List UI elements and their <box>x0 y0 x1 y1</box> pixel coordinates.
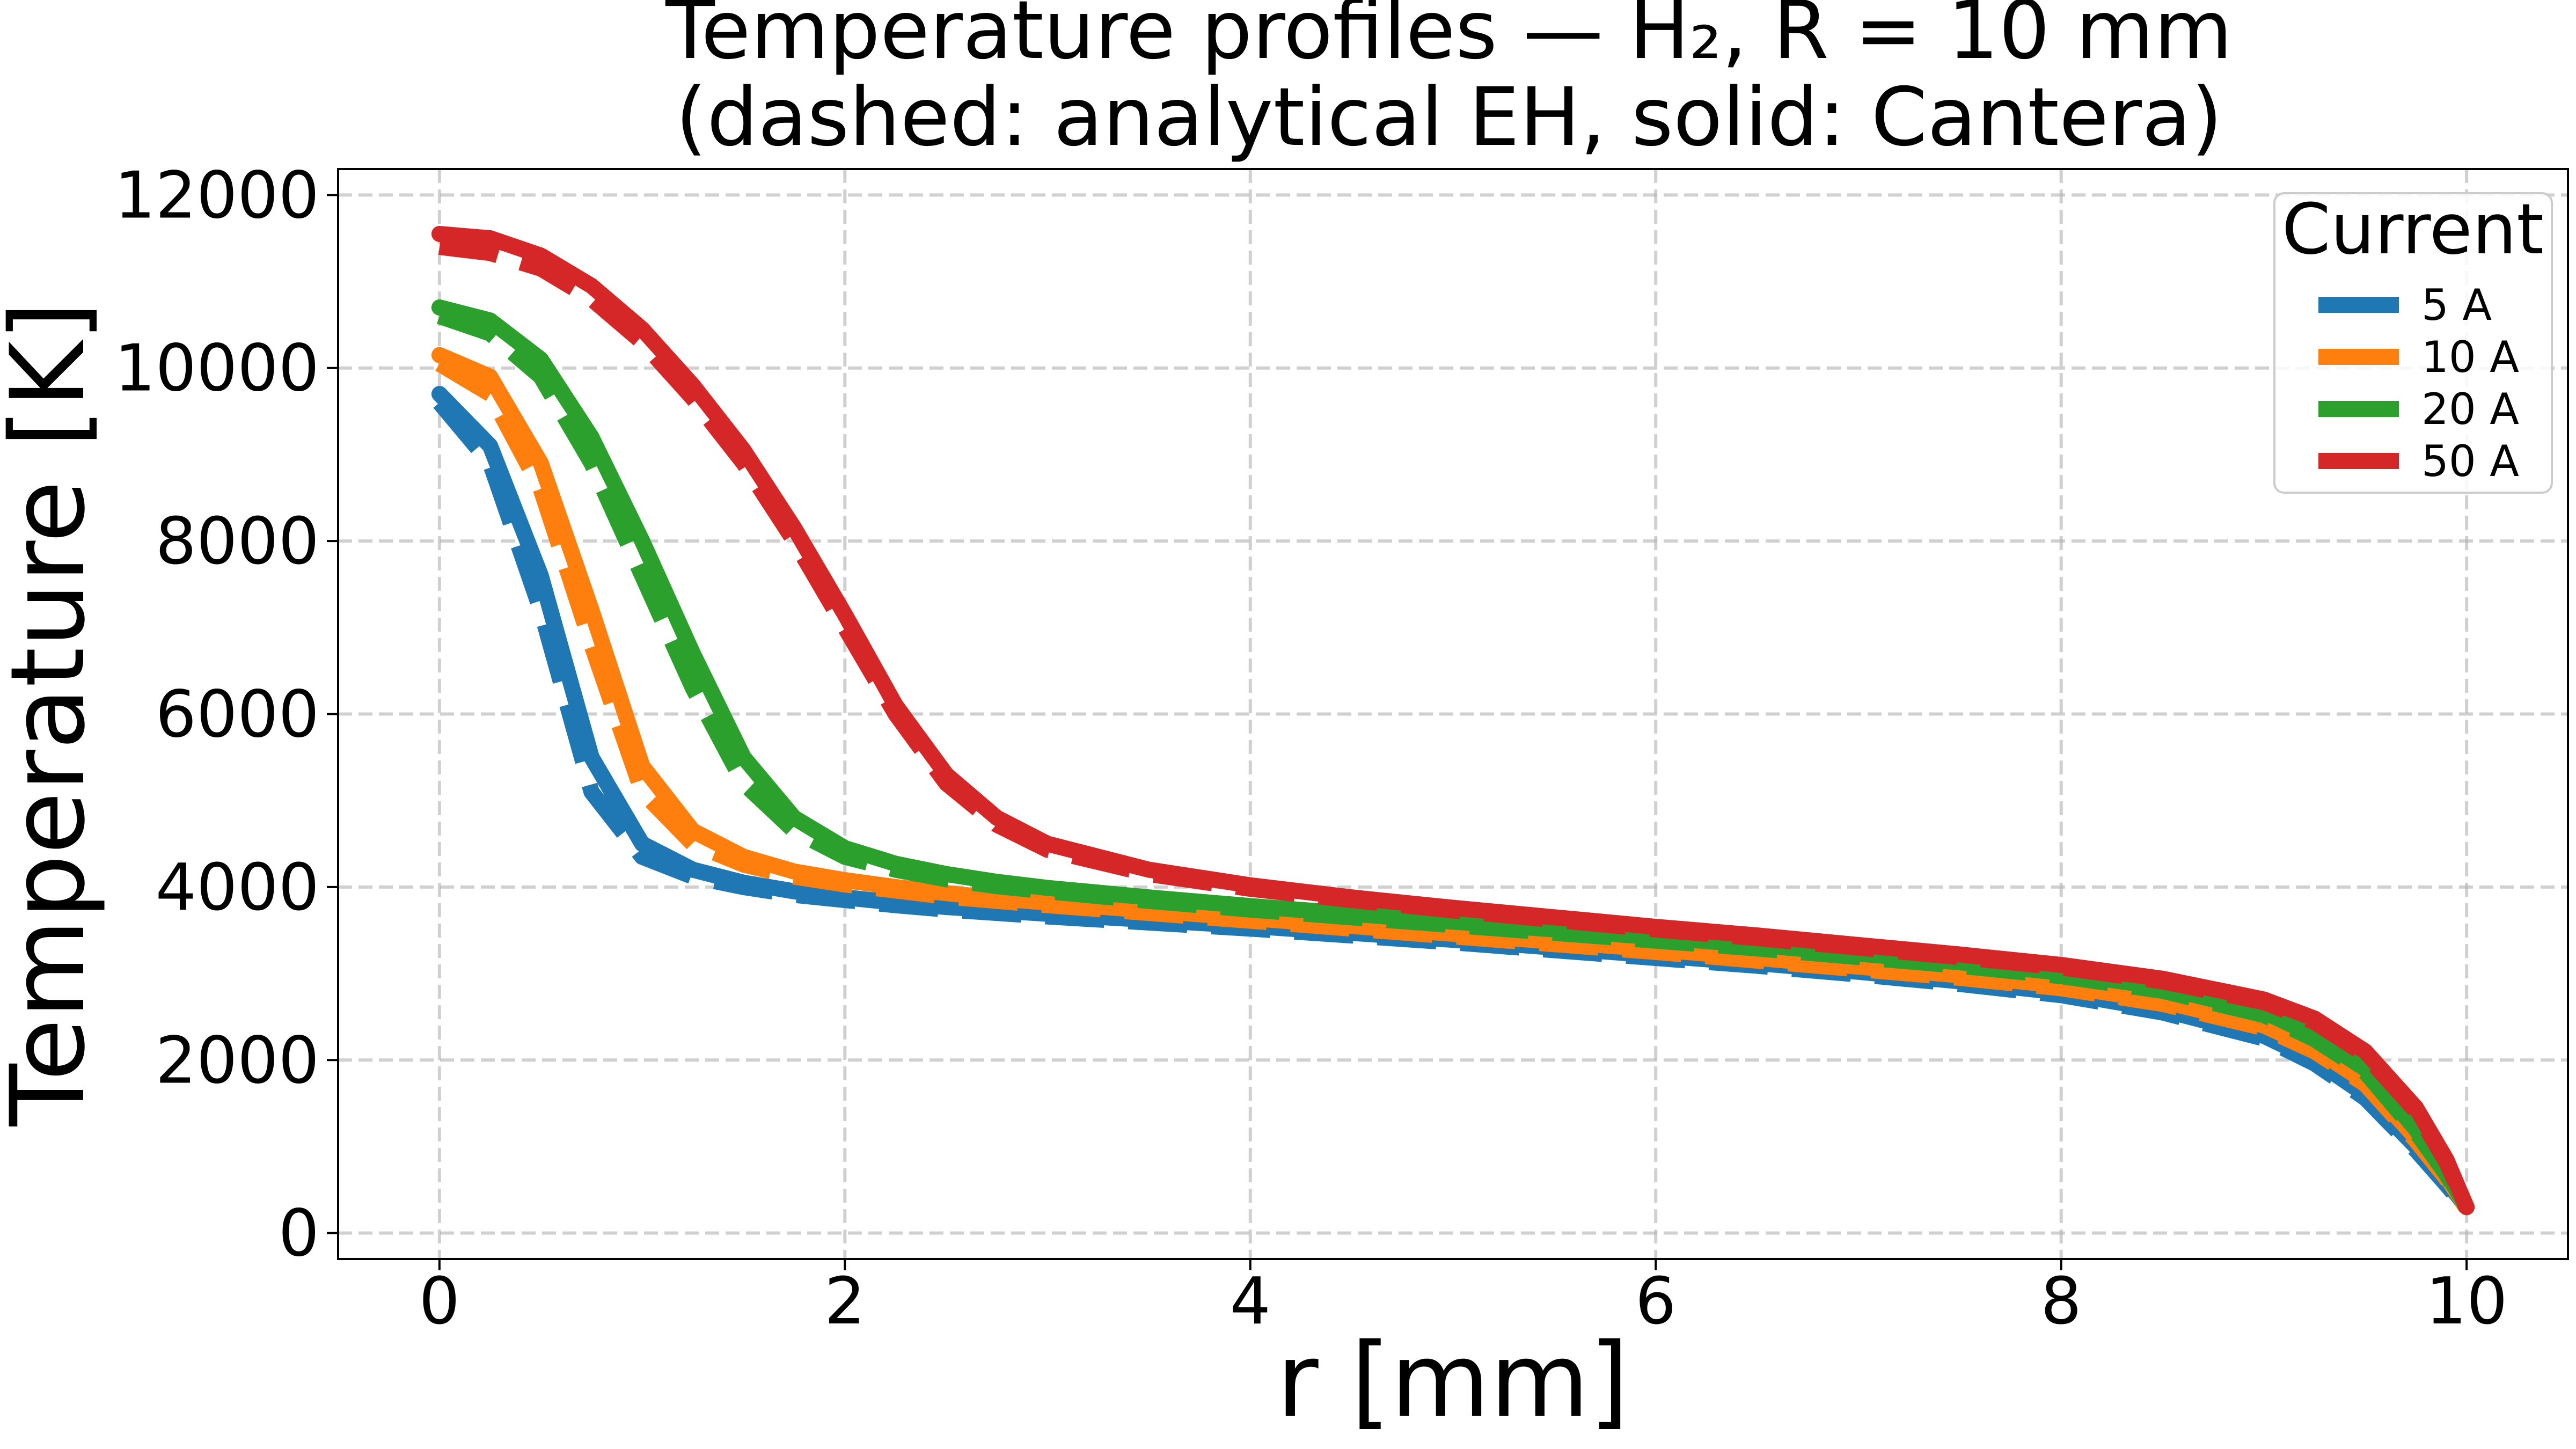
series-20a-cantera-line <box>431 299 2475 1216</box>
y-tick-label: 4000 <box>156 851 319 925</box>
legend-title: Current <box>2282 188 2544 270</box>
x-tick-label: 6 <box>1635 1264 1676 1339</box>
axis-ticks: 0 2 4 6 8 10 0 2000 4000 6000 8000 10000 12000 <box>114 158 2507 1339</box>
legend-label-50a: 50 A <box>2421 436 2519 486</box>
series-10a-analytical-line <box>435 356 2473 1213</box>
y-tick-label: 6000 <box>156 678 319 752</box>
x-tick-label: 8 <box>2041 1264 2082 1339</box>
y-tick-label: 8000 <box>156 504 319 579</box>
legend: Current 5 A10 A20 A50 A <box>2273 188 2553 494</box>
legend-label-5a: 5 A <box>2421 280 2492 330</box>
chart-title-line-1: Temperature profiles — H₂, R = 10 mm <box>665 0 2233 77</box>
x-tick-label: 4 <box>1230 1264 1271 1339</box>
x-tick-label: 0 <box>419 1264 460 1339</box>
legend-label-20a: 20 A <box>2421 384 2519 434</box>
y-tick-label: 0 <box>279 1197 319 1271</box>
grid-lines <box>338 169 2568 1259</box>
plot-frame <box>337 168 2569 1260</box>
x-axis-label: r [mm] <box>1277 1321 1629 1440</box>
x-tick-label: 10 <box>2426 1264 2508 1339</box>
legend-entries: 5 A10 A20 A50 A <box>2318 280 2519 486</box>
legend-box <box>2273 192 2553 494</box>
y-tick-label: 10000 <box>114 332 319 406</box>
series-50a-analytical-line <box>438 239 2474 1211</box>
y-axis-label: Temperature [K] <box>0 302 107 1127</box>
series-20a-analytical-line <box>437 308 2473 1212</box>
chart-title-line-2: (dashed: analytical EH, solid: Cantera) <box>676 71 2223 164</box>
y-tick-label: 12000 <box>114 158 319 233</box>
legend-label-10a: 10 A <box>2421 332 2519 382</box>
y-tick-label: 2000 <box>156 1023 319 1098</box>
x-tick-label: 2 <box>824 1264 865 1339</box>
series-lines <box>431 225 2475 1216</box>
